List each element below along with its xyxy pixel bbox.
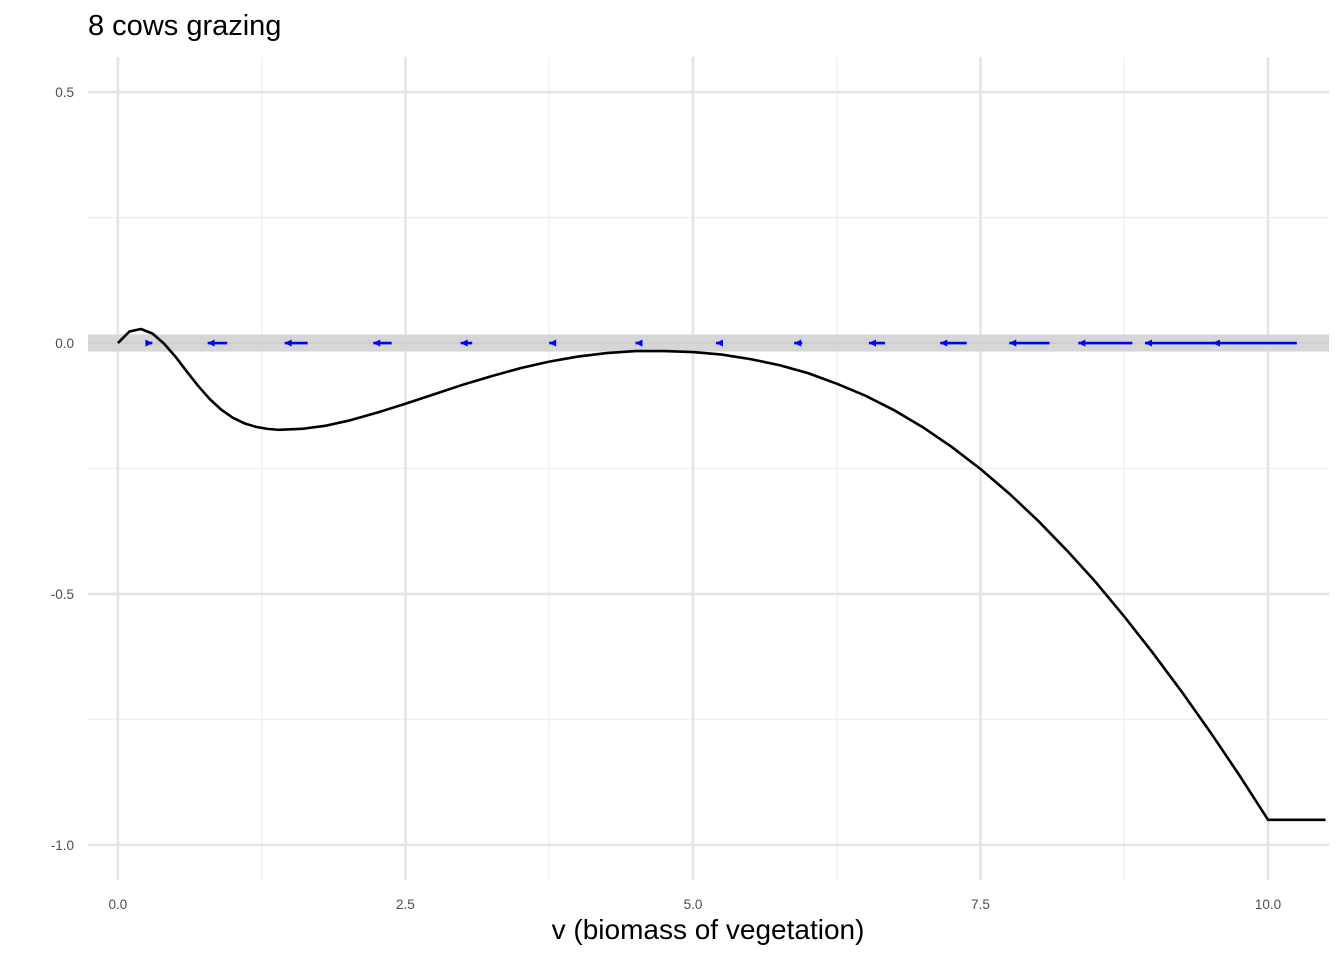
flow-arrow-head — [868, 339, 876, 347]
flow-arrow — [284, 339, 308, 347]
flow-arrow — [715, 339, 723, 347]
x-tick-label: 2.5 — [396, 897, 415, 912]
y-tick-label: -1.0 — [51, 838, 74, 853]
flow-arrow-head — [284, 339, 292, 347]
flow-arrow-head — [145, 339, 153, 347]
flow-arrow-head — [1009, 339, 1017, 347]
flow-arrow-head — [635, 339, 643, 347]
flow-arrow — [373, 339, 392, 347]
y-tick-label: 0.0 — [55, 336, 74, 351]
flow-arrow-head — [1144, 339, 1152, 347]
flow-arrow — [940, 339, 967, 347]
flow-arrow — [635, 339, 643, 347]
x-tick-label: 7.5 — [971, 897, 990, 912]
flow-arrow — [1144, 339, 1214, 347]
y-tick-labels: 0.5 0.0 -0.5 -1.0 — [51, 85, 74, 853]
x-axis-label: v (biomass of vegetation) — [552, 914, 865, 945]
series-line — [116, 327, 1326, 822]
flow-arrow — [1009, 339, 1050, 347]
x-tick-labels: 0.0 2.5 5.0 7.5 10.0 — [109, 897, 1282, 912]
flow-arrow-head — [715, 339, 723, 347]
flow-arrow — [1212, 339, 1297, 347]
flow-arrow — [794, 339, 803, 347]
flow-arrow — [868, 339, 886, 347]
flow-arrow — [460, 339, 473, 347]
flow-arrow — [207, 339, 228, 347]
flow-arrow — [549, 339, 557, 347]
flow-arrow-head — [549, 339, 557, 347]
flow-arrow-head — [460, 339, 468, 347]
x-tick-label: 0.0 — [109, 897, 128, 912]
chart-title: 8 cows grazing — [88, 10, 281, 42]
flow-arrow-head — [1078, 339, 1086, 347]
flow-arrow-head — [794, 339, 802, 347]
flow-arrow — [145, 339, 153, 347]
series-group — [116, 327, 1326, 822]
flow-arrow-head — [207, 339, 215, 347]
y-tick-label: 0.5 — [55, 85, 74, 100]
arrows-group — [145, 339, 1297, 347]
x-tick-label: 10.0 — [1255, 897, 1281, 912]
minor-gridlines — [88, 57, 1329, 880]
y-tick-label: -0.5 — [51, 587, 74, 602]
x-tick-label: 5.0 — [684, 897, 703, 912]
flow-arrow-head — [373, 339, 381, 347]
flow-arrow — [1078, 339, 1133, 347]
flow-arrow-head — [940, 339, 948, 347]
flow-arrow-head — [1212, 339, 1220, 347]
